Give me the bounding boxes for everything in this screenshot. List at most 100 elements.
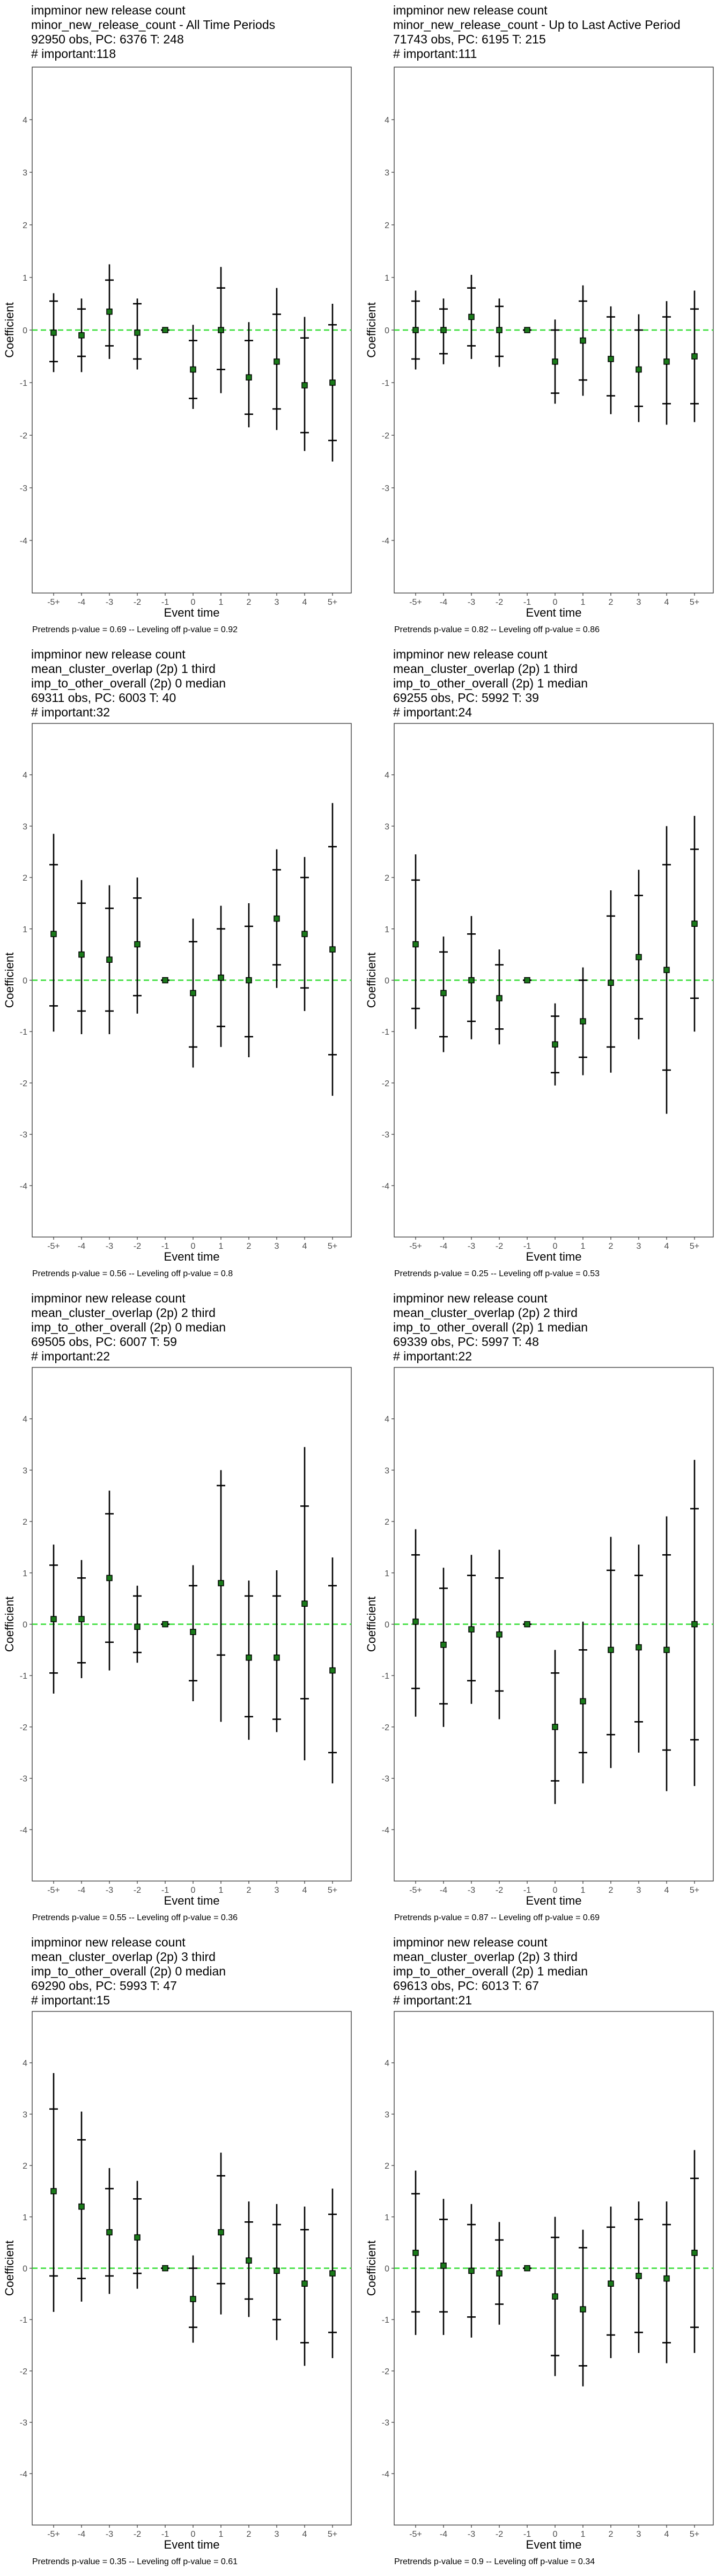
title-line: # important:22	[31, 1349, 110, 1363]
title-line: impminor new release count	[393, 1291, 548, 1305]
coefficient-point	[440, 2262, 447, 2269]
title-line: mean_cluster_overlap (2p) 2 third	[31, 1306, 216, 1320]
x-tick-label: -1	[523, 2530, 531, 2539]
title-line: # important:111	[393, 47, 477, 61]
y-axis-label: Coefficient	[3, 953, 16, 1008]
y-tick-label: 3	[385, 169, 389, 178]
x-tick-label: 0	[553, 1886, 558, 1895]
x-axis-label: Event time	[164, 1894, 220, 1907]
title-line: 92950 obs, PC: 6376 T: 248	[31, 32, 184, 46]
y-tick-label: -1	[382, 1672, 389, 1681]
x-tick-label: -4	[78, 2530, 85, 2539]
coefficient-point	[162, 977, 168, 984]
x-tick-label: -2	[134, 598, 141, 607]
x-tick-label: 5+	[690, 1242, 699, 1251]
x-tick-label: 3	[637, 2530, 641, 2539]
coefficient-point	[580, 1698, 586, 1704]
coefficient-point	[274, 915, 280, 922]
y-tick-label: 0	[23, 977, 27, 986]
chart-panel-5: impminor new release count mean_cluster_o…	[0, 1288, 362, 1932]
coefficient-point	[663, 1646, 670, 1653]
x-tick-label: 3	[275, 598, 279, 607]
x-tick-label: 0	[191, 1886, 196, 1895]
y-tick-label: 3	[23, 169, 27, 178]
coefficient-point	[468, 2267, 475, 2274]
coefficient-point	[50, 2188, 57, 2194]
x-tick-label: -2	[134, 1242, 141, 1251]
x-tick-label: -1	[161, 2530, 169, 2539]
coefficient-plot: -4 -3 -2 -1 0 1 2 3 4 -5+ -4 -3 -2 -1 0 1 2 3 4 5+ Event tim…	[3, 723, 352, 1263]
coefficient-point	[246, 1654, 252, 1661]
x-tick-label: 2	[247, 1242, 252, 1251]
x-tick-label: 3	[637, 1886, 641, 1895]
y-tick-label: -2	[382, 431, 389, 441]
x-tick-label: -5+	[47, 598, 60, 607]
y-tick-label: 1	[385, 1569, 389, 1578]
x-axis-label: Event time	[526, 2538, 582, 2551]
coefficient-plot: -4 -3 -2 -1 0 1 2 3 4 -5+ -4 -3 -2 -1 0 1 2 3 4 5+ Event tim…	[3, 2011, 352, 2551]
x-tick-label: -5+	[47, 2530, 60, 2539]
y-tick-label: 2	[385, 2162, 389, 2171]
pvalue-footer: Pretrends p-value = 0.55 -- Leveling off…	[32, 1913, 238, 1922]
x-tick-label: -4	[78, 1242, 85, 1251]
x-tick-label: 4	[302, 1242, 307, 1251]
y-tick-label: 0	[23, 2265, 27, 2274]
title-line: imp_to_other_overall (2p) 0 median	[31, 1320, 226, 1334]
x-tick-label: 5+	[328, 1242, 337, 1251]
chart-panel-4: impminor new release count mean_cluster_o…	[362, 644, 724, 1288]
y-tick-label: 0	[385, 2265, 389, 2274]
title-line: mean_cluster_overlap (2p) 1 third	[31, 662, 216, 676]
pvalue-footer: Pretrends p-value = 0.69 -- Leveling off…	[32, 625, 238, 634]
y-tick-label: -3	[382, 1775, 389, 1784]
y-tick-label: 0	[23, 326, 27, 335]
x-tick-label: 2	[609, 1242, 614, 1251]
chart-panel-8: impminor new release count mean_cluster_o…	[362, 1932, 724, 2576]
y-tick-label: -2	[382, 2367, 389, 2376]
title-line: 69505 obs, PC: 6007 T: 59	[31, 1335, 177, 1349]
coefficient-point	[412, 327, 419, 333]
coefficient-point	[329, 946, 336, 953]
coefficient-point	[329, 1667, 336, 1674]
x-tick-label: 2	[247, 1886, 252, 1895]
y-tick-label: 3	[23, 2110, 27, 2119]
y-tick-label: 4	[23, 1415, 27, 1424]
coefficient-point	[608, 2280, 614, 2287]
y-tick-label: -3	[382, 1131, 389, 1140]
coefficient-point	[190, 990, 196, 997]
y-tick-label: 2	[23, 874, 27, 883]
pvalue-footer: Pretrends p-value = 0.9 -- Leveling off …	[394, 2557, 595, 2566]
coefficient-point	[412, 2250, 419, 2256]
x-tick-label: -2	[496, 1886, 503, 1895]
chart-panel-7: impminor new release count mean_cluster_o…	[0, 1932, 362, 2576]
y-tick-label: 4	[385, 2059, 389, 2068]
x-tick-label: 0	[553, 1242, 558, 1251]
coefficient-point	[218, 2229, 224, 2236]
coefficient-point	[691, 2250, 698, 2256]
coefficient-plot: -4 -3 -2 -1 0 1 2 3 4 -5+ -4 -3 -2 -1 0 1 2 3 4 5+ Event tim…	[3, 1367, 352, 1907]
y-tick-label: -1	[382, 379, 389, 388]
x-axis-label: Event time	[164, 1250, 220, 1263]
coefficient-point	[691, 353, 698, 360]
x-tick-label: 1	[219, 1886, 224, 1895]
y-tick-label: 0	[385, 326, 389, 335]
y-tick-label: 2	[23, 1518, 27, 1527]
coefficient-plot: -4 -3 -2 -1 0 1 2 3 4 -5+ -4 -3 -2 -1 0 1 2 3 4 5+ Event tim…	[365, 67, 714, 619]
coefficient-point	[580, 1018, 586, 1024]
x-tick-label: 4	[302, 1886, 307, 1895]
coefficient-point	[301, 382, 308, 389]
y-tick-label: 3	[385, 822, 389, 831]
x-tick-label: 1	[581, 1886, 586, 1895]
x-axis-label: Event time	[526, 606, 582, 619]
coefficient-point	[496, 1631, 503, 1638]
y-tick-label: 2	[23, 2162, 27, 2171]
y-tick-label: 4	[385, 771, 389, 780]
x-tick-label: -5+	[409, 598, 422, 607]
y-axis-label: Coefficient	[3, 302, 16, 358]
y-tick-label: 4	[23, 116, 27, 125]
x-tick-label: 4	[302, 598, 307, 607]
coefficient-point	[524, 977, 530, 984]
coefficient-point	[468, 977, 475, 984]
coefficient-point	[608, 979, 614, 986]
coefficient-point	[190, 2296, 196, 2302]
coefficient-point	[106, 308, 113, 315]
